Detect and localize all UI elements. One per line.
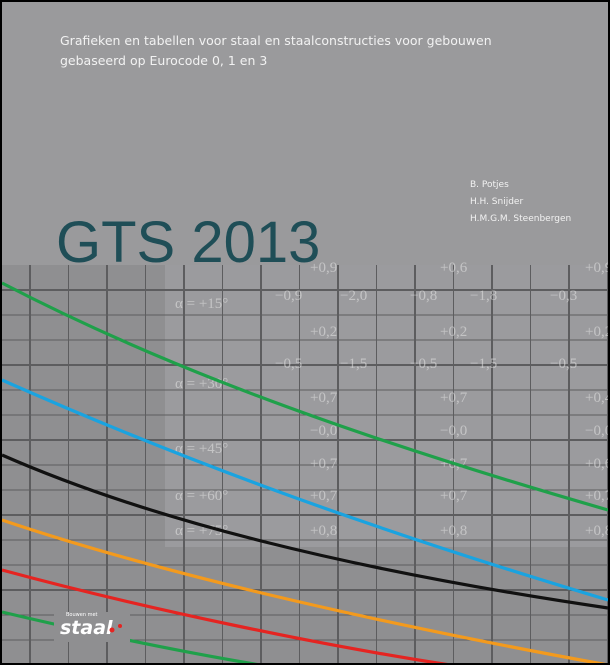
curve-green [1,281,609,512]
background-label: +0,8 [440,523,467,539]
background-label: +0,9 [585,260,610,276]
author: H.H. Snijder [470,197,523,207]
background-label: +0,8 [585,523,610,539]
background-label: +0,6 [440,260,468,276]
background-label: −0,0 [585,423,610,439]
subtitle: gebaseerd op Eurocode 0, 1 en 3 [60,53,267,68]
background-label: +0,9 [310,260,337,276]
background-label: α = +60° [175,488,228,504]
background-label: +0,2 [440,324,467,340]
background-label: −0,5 [275,356,302,372]
logo: Bouwen met staal [54,612,130,642]
background-label: +0,7 [310,488,338,504]
background-label: α = +30° [175,376,228,392]
background-labels: +0,9 +0,6 +0,9 α = +15° −0,9 −2,0 −0,8 −1,8 −0,3… [175,260,610,539]
background-label: −0,0 [310,423,337,439]
curve-green-2 [1,610,261,665]
curve-red [1,568,451,665]
logo-dot [118,624,122,628]
background-label: −0,0 [440,423,467,439]
background-label: −1,8 [470,288,497,304]
background-label: +0,8 [310,523,337,539]
background-label: α = +15° [175,296,228,312]
background-label: +0,7 [310,456,338,472]
background-label: +0,2 [585,324,610,340]
background-label: +0,7 [585,488,610,504]
author: H.M.G.M. Steenbergen [470,214,571,224]
background-label: −0,5 [410,356,437,372]
grid [2,265,608,663]
logo-text: staal [60,617,113,639]
background-label: +0,6 [585,456,610,472]
curve-black [1,453,609,610]
curve-blue [1,378,609,602]
background-label: +0,7 [440,488,468,504]
background-label: −0,9 [275,288,302,304]
curve-orange [1,518,609,665]
background-label: α = +45° [175,441,228,457]
background-label: −1,5 [470,356,497,372]
title: GTS 2013 [56,210,320,275]
background-table [165,265,608,547]
author: B. Potjes [470,180,509,190]
background-label: +0,7 [310,390,338,406]
background-label: −2,0 [340,288,367,304]
background-label: +0,7 [440,390,468,406]
subtitle: Grafieken en tabellen voor staal en staa… [60,33,492,48]
logo-tagline: Bouwen met [66,612,98,618]
logo-box [54,612,130,642]
background-label: −0,3 [550,288,577,304]
logo-dot [109,627,115,633]
background-label: +0,4 [585,390,610,406]
background-label: −1,5 [340,356,367,372]
background-label: −0,5 [550,356,577,372]
background-label: +0,2 [310,324,337,340]
background-label: −0,8 [410,288,437,304]
